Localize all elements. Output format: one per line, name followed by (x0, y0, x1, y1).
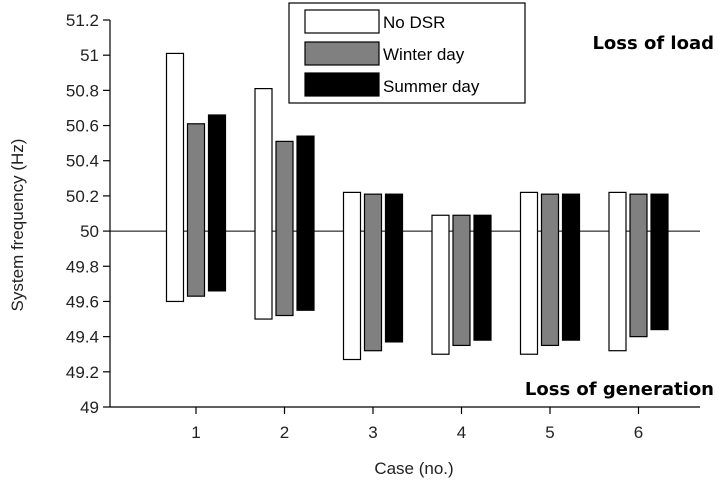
bar-no-dsr-case-5 (519, 191, 539, 355)
plot-area: 4949.249.449.649.85050.250.450.650.85151… (66, 11, 700, 442)
legend: No DSR Winter day Summer day (288, 2, 526, 104)
legend-label-summer-day: Summer day (383, 77, 480, 96)
y-tick-label: 50 (80, 222, 99, 241)
x-tick-label: 2 (280, 423, 289, 442)
y-tick-label: 50.8 (66, 81, 99, 100)
y-axis-title: System frequency (Hz) (8, 139, 27, 312)
legend-swatch-summer-day (304, 72, 380, 97)
y-tick-label: 51 (80, 46, 99, 65)
bar-no-dsr-case-3 (342, 191, 362, 361)
bar-winter-day-case-1 (186, 123, 206, 297)
legend-swatch-winter-day (304, 41, 380, 66)
annotation-loss-of-load: Loss of load (592, 33, 714, 54)
y-tick-label: 50.4 (66, 152, 99, 171)
bar-no-dsr-case-2 (254, 88, 273, 320)
legend-label-winter-day: Winter day (383, 45, 465, 64)
bar-no-dsr-case-6 (608, 191, 627, 352)
bar-summer-day-case-2 (296, 135, 315, 311)
bar-no-dsr-case-1 (165, 52, 185, 303)
y-axis-ticks: 49 49.2 49.4 49.6 49.8 50 50.2 50.4 50.6 50.8 51 51… (66, 11, 110, 417)
y-tick-label: 50.2 (66, 187, 99, 206)
x-tick-label: 1 (191, 423, 200, 442)
x-axis-ticks: 1 2 3 4 5 6 (191, 407, 643, 442)
legend-label-no-dsr: No DSR (383, 13, 445, 32)
bar-no-dsr-case-4 (431, 214, 450, 355)
x-tick-label: 4 (457, 423, 466, 442)
bar-summer-day-case-6 (650, 193, 669, 331)
x-axis-title: Case (no.) (374, 459, 453, 478)
x-tick-label: 3 (368, 423, 377, 442)
y-tick-label: 49.6 (66, 292, 99, 311)
bar-summer-day-case-1 (207, 114, 227, 292)
y-tick-label: 49.8 (66, 257, 99, 276)
annotation-loss-of-generation: Loss of generation (525, 379, 714, 400)
bar-winter-day-case-4 (452, 214, 471, 347)
y-tick-label: 49 (80, 398, 99, 417)
bar-summer-day-case-3 (384, 193, 404, 343)
x-tick-label: 5 (545, 423, 554, 442)
y-tick-label: 51.2 (66, 11, 99, 30)
y-tick-label: 50.6 (66, 117, 99, 136)
bars (165, 52, 669, 361)
x-tick-label: 6 (634, 423, 643, 442)
bar-winter-day-case-3 (363, 193, 383, 352)
legend-swatch-no-dsr (304, 9, 380, 34)
bar-summer-day-case-5 (561, 193, 581, 341)
bar-winter-day-case-2 (275, 140, 294, 317)
bar-summer-day-case-4 (473, 214, 492, 341)
y-tick-label: 49.4 (66, 328, 99, 347)
y-tick-label: 49.2 (66, 363, 99, 382)
bar-winter-day-case-6 (629, 193, 648, 338)
bar-winter-day-case-5 (540, 193, 560, 347)
